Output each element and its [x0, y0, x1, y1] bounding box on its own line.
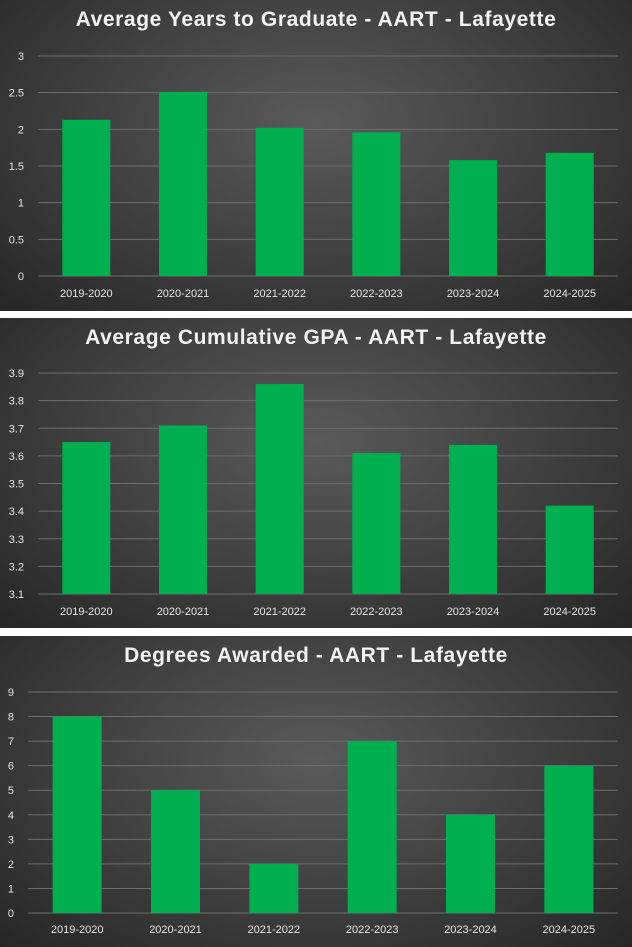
- x-tick-label: 2020-2021: [149, 924, 202, 936]
- chart-panel-cumulative-gpa: Average Cumulative GPA - AART - Lafayett…: [0, 318, 632, 628]
- bar-2019-2020: [52, 716, 102, 913]
- y-tick-label: 2.5: [9, 88, 24, 100]
- y-tick-label: 8: [8, 712, 14, 724]
- y-tick-label: 5: [8, 785, 14, 797]
- x-tick-label: 2024-2025: [543, 606, 596, 618]
- bar-2020-2021: [159, 425, 207, 594]
- y-tick-label: 3.9: [9, 368, 24, 380]
- y-tick-label: 3.3: [9, 534, 24, 546]
- x-tick-label: 2023-2024: [447, 288, 500, 300]
- bar-2022-2023: [347, 741, 397, 913]
- bar-2022-2023: [352, 132, 401, 276]
- y-tick-label: 3.8: [9, 396, 24, 408]
- bar-2019-2020: [62, 119, 111, 276]
- y-tick-label: 9: [8, 687, 14, 699]
- x-tick-label: 2020-2021: [157, 606, 210, 618]
- x-tick-label: 2020-2021: [157, 288, 210, 300]
- y-tick-label: 3.6: [9, 451, 24, 463]
- bar-2021-2022: [255, 384, 304, 594]
- x-tick-label: 2024-2025: [543, 924, 596, 936]
- bar-2024-2025: [544, 765, 594, 913]
- y-tick-label: 7: [8, 736, 14, 748]
- y-tick-label: 1.5: [9, 161, 24, 173]
- y-tick-label: 0.5: [9, 234, 24, 246]
- x-tick-label: 2023-2024: [447, 606, 500, 618]
- bar-2020-2021: [151, 790, 200, 913]
- bar-2023-2024: [449, 444, 497, 594]
- y-tick-label: 3.7: [9, 423, 24, 435]
- y-tick-label: 0: [18, 271, 24, 283]
- y-tick-label: 3.4: [9, 506, 24, 518]
- x-tick-label: 2019-2020: [60, 606, 113, 618]
- bar-2021-2022: [255, 127, 304, 276]
- x-tick-label: 2021-2022: [248, 924, 301, 936]
- chart-title: Degrees Awarded - AART - Lafayette: [124, 644, 508, 667]
- x-tick-label: 2022-2023: [346, 924, 399, 936]
- bar-chart-cumulative-gpa: 3.1 3.2 3.3 3.4 3.5 3.6 3.7 3.8 3.9 2019-2020 2020…: [9, 368, 618, 618]
- bar-chart-years-to-graduate: 0 0.5 1 1.5 2 2.5 3 2019-2020 2020-2021 2021-2022…: [9, 51, 618, 300]
- y-tick-label: 3: [18, 51, 24, 63]
- y-tick-label: 4: [8, 810, 14, 822]
- chart-title: Average Cumulative GPA - AART - Lafayett…: [85, 326, 547, 349]
- x-tick-label: 2022-2023: [350, 606, 403, 618]
- bar-2024-2025: [545, 505, 594, 594]
- x-tick-label: 2022-2023: [350, 288, 403, 300]
- y-tick-label: 1: [8, 883, 14, 895]
- x-tick-label: 2021-2022: [253, 606, 306, 618]
- y-tick-label: 2: [8, 859, 14, 871]
- bar-2019-2020: [62, 442, 111, 594]
- bar-2021-2022: [249, 863, 299, 913]
- y-tick-label: 6: [8, 761, 14, 773]
- bar-2023-2024: [446, 814, 495, 913]
- y-tick-label: 0: [8, 908, 14, 920]
- y-tick-label: 3.1: [9, 589, 24, 601]
- bar-chart-degrees-awarded: 0 1 2 3 4 5 6 7 8 9 2019-2020 2020-2021 2021-2022 202…: [8, 687, 618, 936]
- chart-panel-years-to-graduate: Average Years to Graduate - AART - Lafay…: [0, 0, 632, 311]
- bar-2023-2024: [449, 160, 497, 276]
- x-tick-label: 2019-2020: [51, 924, 104, 936]
- x-tick-label: 2023-2024: [444, 924, 497, 936]
- y-tick-label: 3.5: [9, 479, 24, 491]
- chart-title: Average Years to Graduate - AART - Lafay…: [75, 8, 557, 31]
- x-tick-label: 2019-2020: [60, 288, 113, 300]
- y-tick-label: 2: [18, 124, 24, 136]
- bar-2024-2025: [545, 152, 594, 276]
- bar-2020-2021: [159, 91, 207, 276]
- y-tick-label: 3.2: [9, 561, 24, 573]
- bar-2022-2023: [352, 453, 401, 594]
- x-tick-label: 2021-2022: [253, 288, 306, 300]
- x-tick-label: 2024-2025: [543, 288, 596, 300]
- y-tick-label: 3: [8, 834, 14, 846]
- chart-panel-degrees-awarded: Degrees Awarded - AART - Lafayette 0 1 2 3 4…: [0, 636, 632, 947]
- y-tick-label: 1: [18, 198, 24, 210]
